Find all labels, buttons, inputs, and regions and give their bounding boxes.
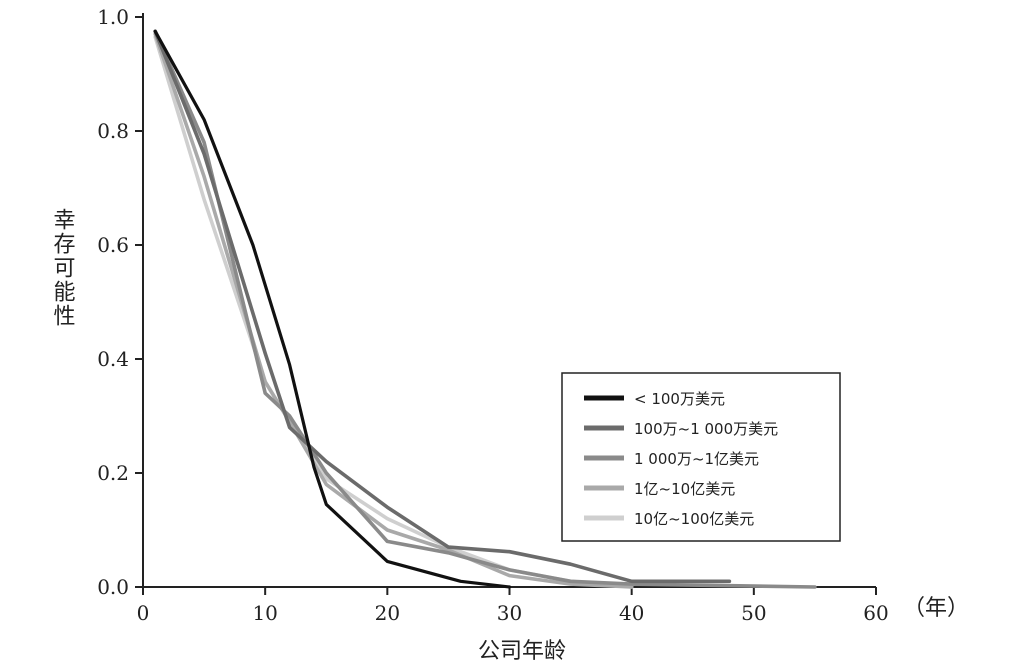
series-line-5 <box>153 35 634 589</box>
legend-label: 1亿~10亿美元 <box>634 480 735 498</box>
x-tick-label: 40 <box>619 601 644 625</box>
y-tick-label: 0.8 <box>97 119 129 143</box>
x-axis-unit: （年） <box>903 596 969 621</box>
legend-label: 10亿~100亿美元 <box>634 510 754 528</box>
y-tick-label: 0.4 <box>97 347 129 371</box>
axes: 0 10 20 30 40 50 60 0.0 0.2 0.4 0.6 0.8 1.0 （年） 公司年龄 幸存… <box>50 5 970 664</box>
legend-label: 100万~1 000万美元 <box>634 420 778 438</box>
legend: < 100万美元 100万~1 000万美元 1 000万~1亿美元 1亿~10亿美元… <box>561 372 841 542</box>
x-tick-label: 50 <box>741 601 766 625</box>
y-axis-label: 幸存可能性 <box>50 208 76 328</box>
y-tick-label: 0.0 <box>97 575 129 599</box>
series-line-3 <box>153 29 817 589</box>
legend-label: < 100万美元 <box>634 390 725 408</box>
x-tick-label: 10 <box>252 601 277 625</box>
x-tick-label: 0 <box>137 601 150 625</box>
y-tick-label: 0.6 <box>97 233 129 257</box>
series-line-4 <box>153 32 634 589</box>
series-line-1 <box>153 29 512 589</box>
legend-label: 1 000万~1亿美元 <box>634 450 759 468</box>
y-tick-label: 0.2 <box>97 461 129 485</box>
series-line-2 <box>153 29 732 584</box>
x-tick-label: 60 <box>863 601 888 625</box>
series-layer <box>153 29 817 589</box>
x-tick-label: 30 <box>497 601 522 625</box>
x-tick-label: 20 <box>375 601 400 625</box>
x-axis-label: 公司年龄 <box>478 639 566 664</box>
y-tick-label: 1.0 <box>97 5 129 29</box>
